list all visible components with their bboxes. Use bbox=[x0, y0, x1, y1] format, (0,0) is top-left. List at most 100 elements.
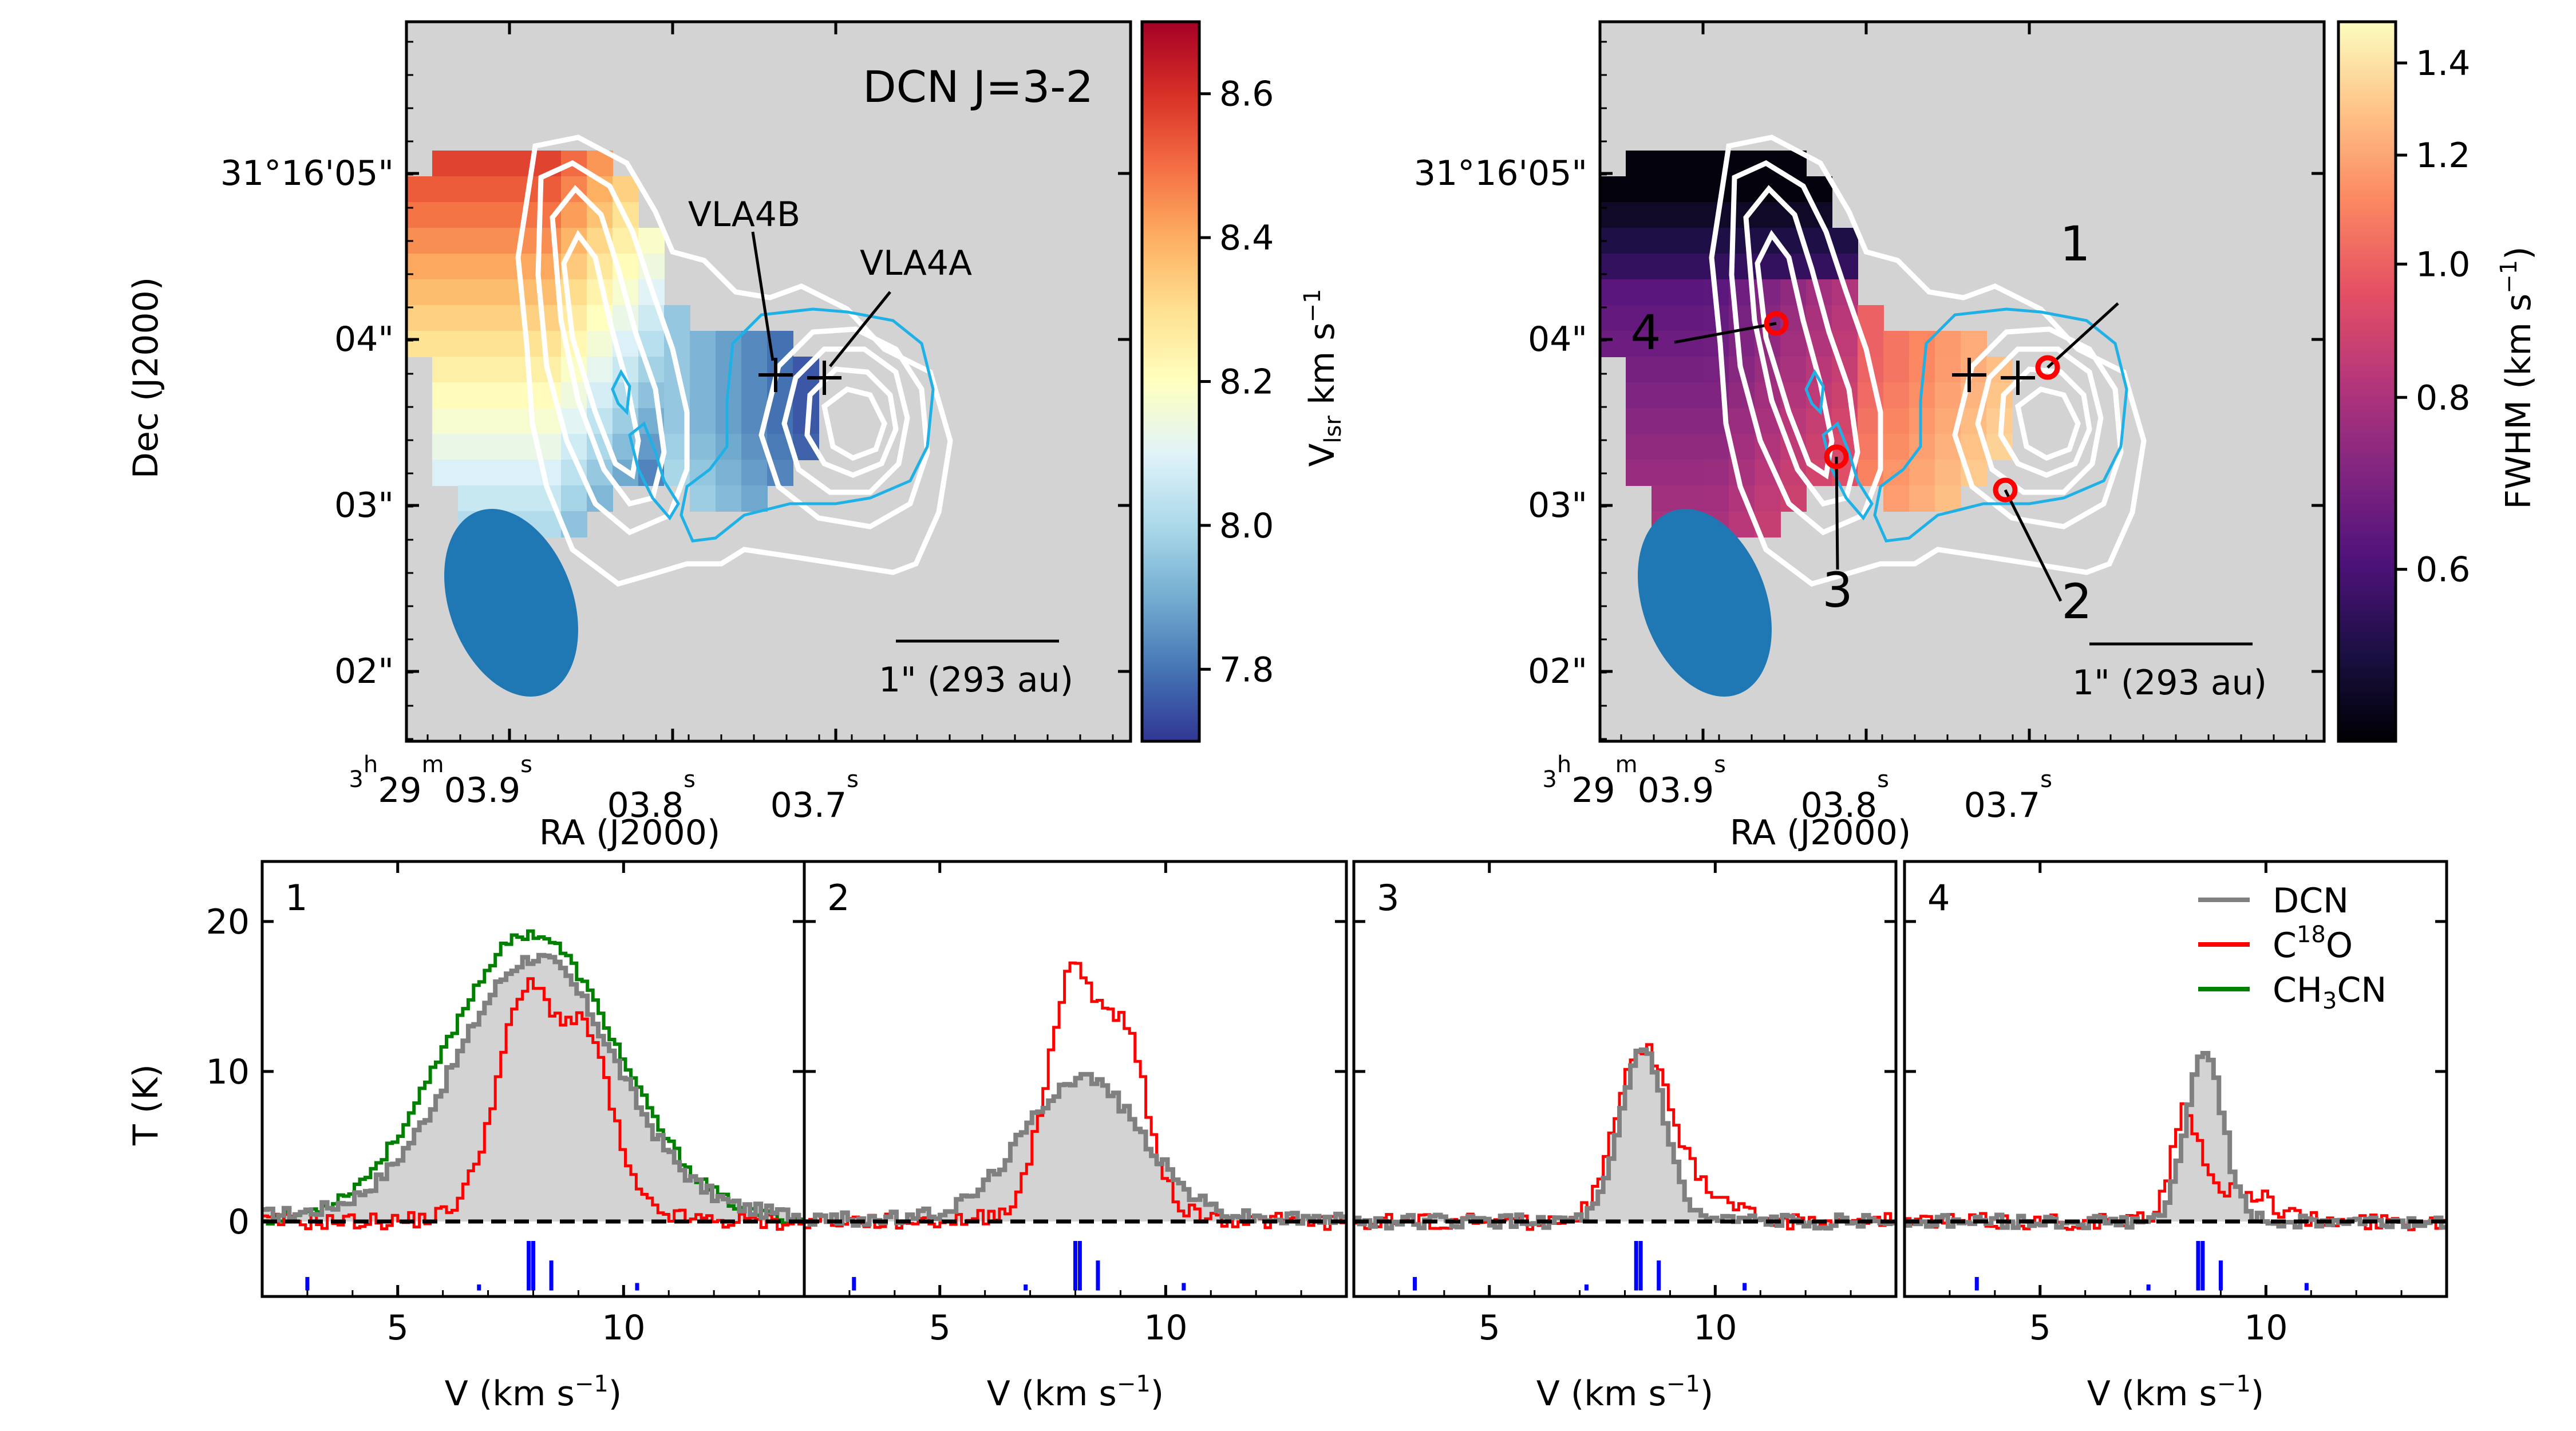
map-pixel bbox=[1703, 485, 1729, 512]
point-label: 2 bbox=[2061, 574, 2092, 630]
map-pixel bbox=[484, 408, 510, 434]
map-pixel bbox=[1652, 382, 1678, 409]
map-pixel bbox=[1883, 331, 1910, 357]
y-tick-label: 31°16'05" bbox=[220, 153, 394, 193]
legend-label-dcn: DCN bbox=[2273, 881, 2349, 921]
map-pixel bbox=[509, 485, 536, 512]
x-tick-label: 03.7s bbox=[1964, 766, 2052, 825]
map-pixel bbox=[1652, 279, 1678, 306]
map-pixel bbox=[1935, 460, 1961, 486]
colorbar-tick-label: 0.6 bbox=[2416, 550, 2470, 590]
spectrum-panel: 2 5 10 V (km s−1) bbox=[803, 860, 1348, 1414]
map-pixel bbox=[458, 202, 484, 228]
colorbar-tick-label: 8.4 bbox=[1219, 218, 1274, 258]
velocity-colorbar-ticks: 8.6 8.4 8.2 8.0 7.8 bbox=[1199, 74, 1274, 690]
map-pixel bbox=[1652, 434, 1678, 460]
velocity-map-xlabel: RA (J2000) bbox=[539, 813, 721, 853]
map-pixel bbox=[1677, 254, 1704, 280]
map-pixel bbox=[638, 228, 665, 254]
source-label-vla4b: VLA4B bbox=[688, 195, 800, 235]
map-pixel bbox=[432, 408, 459, 434]
map-pixel bbox=[716, 485, 742, 512]
map-pixel bbox=[458, 382, 484, 409]
source-markers bbox=[1952, 358, 2035, 395]
spectrum-frame bbox=[1903, 860, 2448, 1298]
map-pixel bbox=[1755, 485, 1781, 512]
y-tick-label: 10 bbox=[206, 1052, 250, 1092]
dcn-contour bbox=[561, 230, 641, 480]
map-pixel bbox=[1626, 151, 1652, 177]
spectra-ylabel: T (K) bbox=[126, 1064, 166, 1146]
map-pixel bbox=[1935, 357, 1961, 383]
map-pixel bbox=[1729, 331, 1755, 357]
colorbar-tick-label: 0.8 bbox=[2416, 378, 2470, 418]
map-pixel bbox=[1626, 382, 1652, 409]
map-pixel bbox=[432, 254, 459, 280]
velocity-map-cyan-contours bbox=[611, 307, 935, 543]
fwhm-map-axes: 31°16'05" 04" 03" 02" 3h29m03.9s 03.8s 03.7s bbox=[1414, 22, 2324, 825]
dcn-spectrum bbox=[804, 1072, 1346, 1228]
map-pixel bbox=[1652, 151, 1678, 177]
map-pixel bbox=[1600, 331, 1626, 357]
map-pixel bbox=[1883, 485, 1910, 512]
map-pixel bbox=[1626, 408, 1652, 434]
x-tick-label: 3h29m03.9s bbox=[349, 752, 532, 811]
map-pixel bbox=[690, 408, 716, 434]
dcn-contour bbox=[535, 160, 690, 536]
map-pixel bbox=[458, 305, 484, 331]
map-pixel bbox=[1626, 331, 1652, 357]
map-pixel bbox=[1677, 151, 1704, 177]
map-pixel bbox=[1883, 357, 1910, 383]
map-pixel bbox=[1652, 357, 1678, 383]
map-pixel bbox=[664, 305, 690, 331]
map-pixel bbox=[1703, 357, 1729, 383]
map-pixel bbox=[1755, 202, 1781, 228]
dcn-contour bbox=[1743, 185, 1860, 507]
velocity-map-ylabel: Dec (J2000) bbox=[126, 277, 166, 479]
map-pixel bbox=[458, 254, 484, 280]
colorbar-tick-label: 8.2 bbox=[1219, 362, 1274, 402]
y-tick-label: 31°16'05" bbox=[1414, 153, 1587, 193]
spectrum-panel: 4 5 10 V (km s−1) bbox=[1903, 860, 2448, 1414]
map-pixel bbox=[1703, 460, 1729, 486]
x-tick-label: 10 bbox=[2244, 1308, 2287, 1348]
ch3cn-contour bbox=[628, 421, 680, 521]
map-pixel bbox=[1652, 460, 1678, 486]
map-pixel bbox=[458, 331, 484, 357]
map-pixel bbox=[1677, 434, 1704, 460]
dcn-contour bbox=[758, 326, 930, 529]
colorbar-tick-label: 7.8 bbox=[1219, 650, 1274, 690]
dcn-contour bbox=[804, 366, 899, 478]
map-pixel bbox=[509, 331, 536, 357]
map-pixel bbox=[509, 434, 536, 460]
map-pixel bbox=[1909, 485, 1935, 512]
map-pixel bbox=[741, 382, 768, 409]
map-pixel bbox=[716, 460, 742, 486]
map-pixel bbox=[458, 279, 484, 306]
map-pixel bbox=[484, 228, 510, 254]
map-pixel bbox=[484, 485, 510, 512]
map-pixel bbox=[1677, 228, 1704, 254]
source-markers bbox=[751, 231, 891, 395]
fwhm-map-xlabel: RA (J2000) bbox=[1730, 813, 1911, 853]
dcn-fill bbox=[1354, 1049, 1896, 1228]
dcn-contour bbox=[1952, 326, 2124, 529]
fwhm-map-frame bbox=[1598, 20, 2326, 743]
point-marker bbox=[2035, 355, 2060, 380]
x-tick-label: 03.8s bbox=[607, 766, 696, 825]
velocity-colorbar-bar bbox=[1140, 20, 1201, 743]
map-pixel bbox=[1626, 254, 1652, 280]
map-pixel bbox=[509, 254, 536, 280]
x-tick-label: 5 bbox=[929, 1308, 951, 1348]
spectrum-xlabel: V (km s−1) bbox=[2087, 1371, 2264, 1414]
map-pixel bbox=[1677, 279, 1704, 306]
velocity-map-axes: 31°16'05" 04" 03" 02" 3h29m03.9s 03.8s 03.7s bbox=[220, 22, 1131, 825]
map-pixel bbox=[432, 434, 459, 460]
scalebar-label: 1" (293 au) bbox=[879, 660, 1073, 700]
map-pixel bbox=[690, 434, 716, 460]
map-pixel bbox=[1832, 382, 1858, 409]
colorbar-tick-label: 1.4 bbox=[2416, 44, 2470, 84]
map-pixel bbox=[432, 331, 459, 357]
point-leader bbox=[2004, 489, 2063, 602]
dcn-spectrum bbox=[1354, 1047, 1896, 1231]
